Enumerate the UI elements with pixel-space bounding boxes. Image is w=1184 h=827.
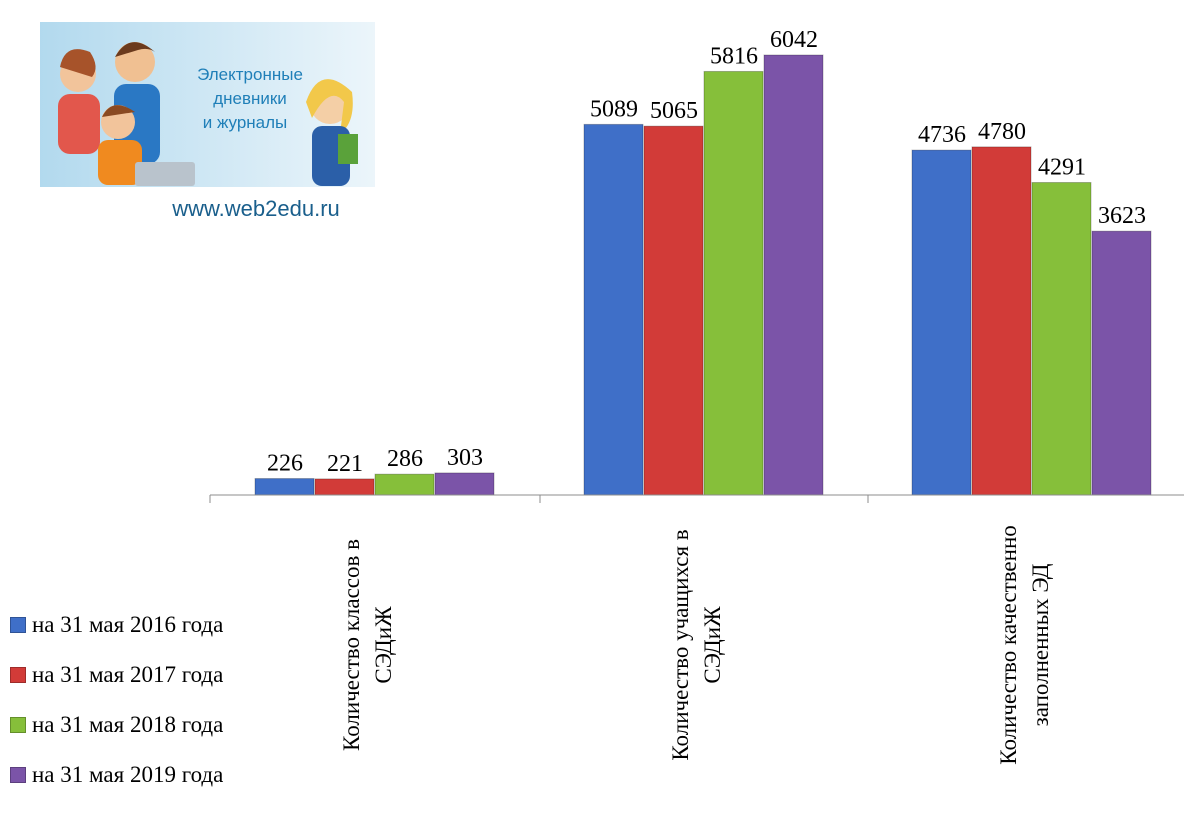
bar-highlight xyxy=(648,129,699,492)
legend-label-2017: на 31 мая 2017 года xyxy=(32,662,224,687)
logo-url: www.web2edu.ru xyxy=(171,196,340,221)
logo-line-2: дневники xyxy=(213,89,287,108)
bar-highlight xyxy=(708,74,759,492)
category-label-line: СЭДиЖ xyxy=(700,606,725,684)
data-label: 4780 xyxy=(978,119,1026,145)
legend-item: на 31 мая 2016 года xyxy=(10,600,223,650)
data-label: 226 xyxy=(267,451,303,477)
category-label: Количество учащихся в СЭДиЖ xyxy=(668,529,725,760)
category-label: Количество качественно заполненных ЭД xyxy=(996,525,1053,765)
chart-legend: на 31 мая 2016 года на 31 мая 2017 года … xyxy=(10,600,223,800)
bar-highlight xyxy=(588,127,639,492)
bar-highlight xyxy=(1036,185,1087,492)
legend-item: на 31 мая 2017 года xyxy=(10,650,223,700)
logo-line-3: и журналы xyxy=(203,113,288,132)
bar-highlight xyxy=(379,477,430,492)
bar-highlight xyxy=(976,149,1027,493)
category-label: Количество классов в СЭДиЖ xyxy=(339,539,396,751)
category-label-line: Количество учащихся в xyxy=(668,529,693,760)
data-label: 5065 xyxy=(650,98,698,124)
category-label-line: СЭДиЖ xyxy=(371,606,396,684)
legend-item: на 31 мая 2018 года xyxy=(10,700,223,750)
bar-highlight xyxy=(319,481,370,492)
data-label: 5089 xyxy=(590,96,638,122)
data-label: 4291 xyxy=(1038,155,1086,181)
legend-label-2018: на 31 мая 2018 года xyxy=(32,712,224,737)
legend-label-2019: на 31 мая 2019 года xyxy=(32,762,224,787)
data-label: 5816 xyxy=(710,43,758,69)
data-label: 303 xyxy=(447,445,483,471)
bar-highlight xyxy=(1096,234,1147,492)
legend-swatch-2017 xyxy=(10,667,26,683)
category-label-line: Количество классов в xyxy=(339,539,364,751)
bar-highlight xyxy=(439,475,490,492)
data-label: 4736 xyxy=(918,122,966,148)
data-label: 286 xyxy=(387,446,423,472)
legend-item: на 31 мая 2019 года xyxy=(10,750,223,800)
logo-line-1: Электронные xyxy=(197,65,303,84)
legend-swatch-2016 xyxy=(10,617,26,633)
legend-label-2016: на 31 мая 2016 года xyxy=(32,612,224,637)
data-label: 221 xyxy=(327,451,363,477)
category-label-line: заполненных ЭД xyxy=(1028,563,1053,726)
web2edu-logo: Электронные дневники и журналы www.web2e… xyxy=(40,22,375,221)
data-label: 6042 xyxy=(770,27,818,53)
bar-highlight xyxy=(768,58,819,492)
category-label-line: Количество качественно xyxy=(996,525,1021,765)
bar-highlight xyxy=(259,481,310,492)
bar-highlight xyxy=(916,153,967,492)
legend-swatch-2019 xyxy=(10,767,26,783)
data-label: 3623 xyxy=(1098,203,1146,229)
legend-swatch-2018 xyxy=(10,717,26,733)
